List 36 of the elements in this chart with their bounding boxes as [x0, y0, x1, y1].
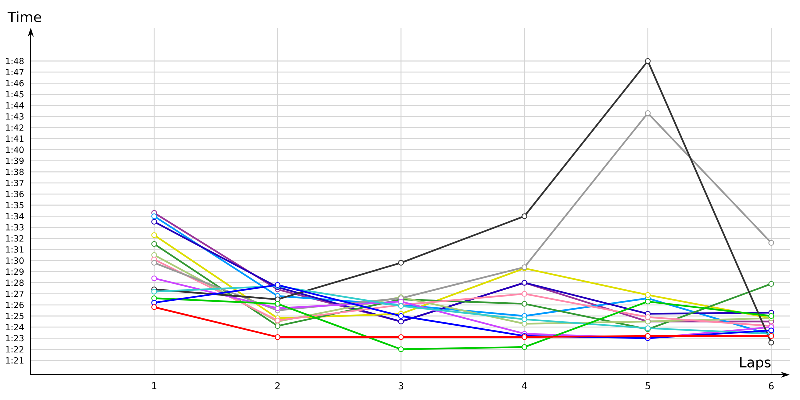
y-tick-label: 1:43 [6, 113, 24, 120]
y-tick-label: 1:45 [6, 91, 24, 98]
y-tick-label: 1:22 [6, 346, 24, 353]
x-tick-label: 3 [398, 382, 404, 390]
y-tick-label: 1:38 [6, 168, 24, 176]
y-axis-title: Time [8, 12, 42, 22]
x-tick-label: 4 [522, 382, 528, 390]
y-tick-label: 1:28 [6, 280, 24, 286]
y-tick-label: 1:23 [6, 335, 24, 342]
x-tick-label: 2 [276, 382, 280, 390]
y-tick-label: 1:41 [6, 136, 24, 142]
y-tick-label: 1:33 [6, 224, 24, 231]
y-tick-label: 1:31 [6, 246, 24, 253]
x-axis-title: Laps [740, 357, 771, 370]
y-tick-label: 1:37 [6, 180, 24, 186]
y-tick-label: 1:29 [6, 268, 24, 276]
y-tick-label: 1:40 [6, 146, 24, 154]
y-tick-label: 1:44 [6, 102, 24, 109]
y-tick-label: 1:35 [6, 202, 24, 209]
y-tick-label: 1:47 [6, 69, 24, 76]
y-tick-label: 1:46 [6, 80, 24, 87]
y-tick-label: 1:48 [6, 58, 24, 64]
y-tick-label: 1:42 [6, 124, 24, 131]
x-tick-label: 1 [152, 382, 157, 390]
y-tick-label: 1:36 [6, 191, 24, 198]
x-tick-label: 6 [769, 382, 774, 390]
y-tick-label: 1:30 [6, 258, 24, 264]
y-tick-label: 1:21 [6, 357, 24, 364]
x-tick-label: 5 [646, 382, 650, 390]
y-tick-label: 1:39 [6, 158, 24, 164]
y-tick-label: 1:34 [6, 213, 24, 220]
y-tick-label: 1:24 [6, 324, 24, 330]
y-tick-label: 1:26 [6, 302, 24, 308]
y-tick-label: 1:27 [6, 290, 24, 298]
y-tick-label: 1:32 [6, 235, 24, 242]
y-tick-label: 1:25 [6, 313, 24, 320]
